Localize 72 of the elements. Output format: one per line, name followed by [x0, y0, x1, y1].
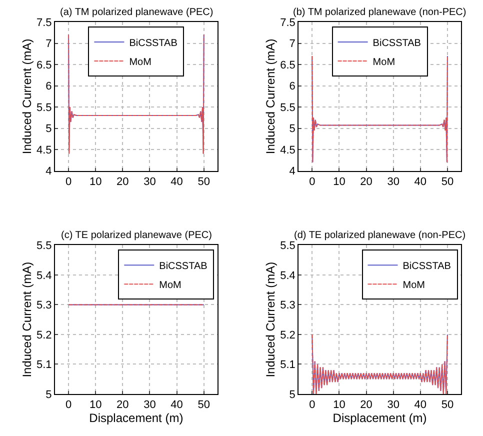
- y-axis-title: Induced Current (mA): [263, 262, 278, 378]
- x-tick-label: 30: [144, 399, 156, 412]
- y-tick-label: 5.5: [280, 102, 296, 114]
- x-tick-label: 40: [414, 399, 427, 412]
- x-tick-label: 20: [360, 399, 372, 412]
- x-tick-label: 50: [198, 399, 210, 412]
- y-tick-label: 5: [289, 388, 296, 401]
- y-tick-label: 6.5: [280, 59, 296, 72]
- x-tick-label: 30: [387, 399, 400, 412]
- x-axis-title: Displacement (m): [89, 411, 184, 426]
- x-tick-label: 0: [65, 399, 72, 412]
- y-tick-label: 4: [289, 166, 296, 178]
- y-axis-title: Induced Current (mA): [20, 38, 34, 154]
- chart-title: (a) TM polarized planewave (PEC): [60, 7, 214, 18]
- y-tick-label: 5.5: [36, 240, 52, 252]
- x-tick-label: 10: [333, 399, 346, 412]
- y-axis-title: Induced Current (mA): [263, 38, 278, 154]
- legend-label: MoM: [129, 56, 152, 68]
- chart-title: (c) TE polarized planewave (PEC): [61, 230, 212, 241]
- x-tick-label: 40: [170, 399, 183, 412]
- x-tick-label: 50: [441, 399, 454, 412]
- x-tick-label: 10: [89, 176, 102, 188]
- y-tick-label: 5: [46, 388, 52, 401]
- legend-label: MoM: [159, 280, 182, 292]
- x-tick-label: 20: [116, 176, 129, 188]
- x-tick-label: 20: [116, 399, 129, 412]
- y-tick-label: 7.5: [36, 16, 52, 29]
- legend-label: BiCSSTAB: [402, 261, 452, 272]
- chart-title: (b) TM polarized planewave (non-PEC): [293, 7, 466, 18]
- x-tick-label: 0: [309, 176, 316, 188]
- line-series: [68, 34, 204, 154]
- x-tick-label: 30: [144, 176, 156, 188]
- x-tick-label: 0: [309, 399, 316, 412]
- y-axis-title: Induced Current (mA): [20, 262, 34, 378]
- x-tick-label: 40: [414, 176, 427, 188]
- y-tick-label: 5.1: [280, 359, 296, 372]
- legend-label: BiCSSTAB: [372, 38, 422, 49]
- x-tick-label: 40: [170, 176, 183, 188]
- y-tick-label: 4: [46, 166, 52, 178]
- x-tick-label: 50: [441, 176, 454, 188]
- y-tick-label: 7: [289, 38, 296, 50]
- x-tick-label: 50: [198, 176, 210, 188]
- x-axis-title: Displacement (m): [332, 411, 427, 426]
- y-tick-label: 5.3: [280, 300, 296, 312]
- y-tick-label: 5.1: [36, 359, 52, 372]
- legend-label: BiCSSTAB: [129, 38, 178, 49]
- legend-label: MoM: [402, 280, 425, 292]
- y-tick-label: 5.4: [36, 270, 52, 282]
- y-tick-label: 7.5: [280, 16, 296, 29]
- y-tick-label: 5.3: [36, 300, 52, 312]
- y-tick-label: 5.5: [36, 102, 52, 114]
- y-tick-label: 4.5: [280, 144, 296, 156]
- y-tick-label: 5.5: [280, 240, 296, 252]
- y-tick-label: 5: [46, 123, 52, 136]
- chart-title: (d) TE polarized planewave (non-PEC): [294, 230, 466, 241]
- y-tick-label: 4.5: [36, 144, 52, 156]
- y-tick-label: 6.5: [36, 59, 52, 72]
- legend-label: MoM: [372, 56, 396, 68]
- x-tick-label: 10: [89, 399, 102, 412]
- x-tick-label: 0: [65, 176, 72, 188]
- y-tick-label: 7: [46, 38, 52, 50]
- x-tick-label: 10: [333, 176, 346, 188]
- y-tick-label: 5: [289, 123, 296, 136]
- y-tick-label: 5.4: [280, 270, 296, 282]
- y-tick-label: 5.2: [280, 329, 296, 342]
- x-tick-label: 30: [387, 176, 400, 188]
- x-tick-label: 20: [360, 176, 372, 188]
- y-tick-label: 5.2: [36, 329, 52, 342]
- y-tick-label: 6: [46, 80, 52, 93]
- legend-label: BiCSSTAB: [159, 261, 208, 272]
- y-tick-label: 6: [289, 80, 296, 93]
- line-series: [312, 56, 448, 163]
